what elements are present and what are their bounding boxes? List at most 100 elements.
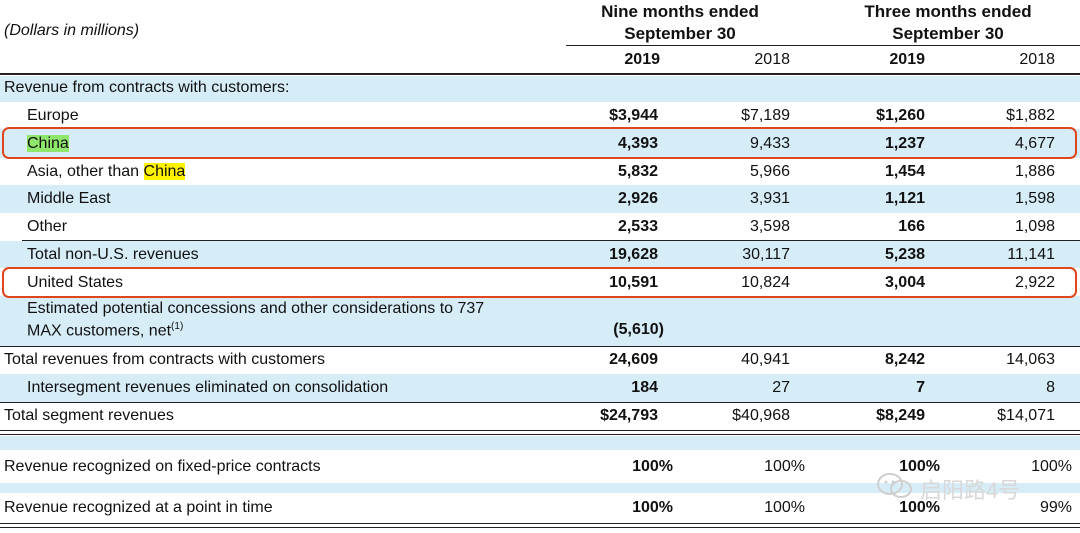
three-months-header: Three months ended September 30 — [828, 1, 1068, 45]
nine-months-header: Nine months ended September 30 — [560, 1, 800, 45]
cell-nine-2018: 10,824 — [741, 274, 790, 291]
row-label: Total non-U.S. revenues — [27, 246, 199, 263]
year-header-2019-nine: 2019 — [624, 51, 660, 68]
table-row-china: China 4,393 9,433 1,237 4,677 — [0, 129, 1080, 158]
united-states-row-highlight-box — [2, 267, 1077, 298]
cell-three-2019: $1,260 — [876, 107, 925, 124]
table-row-point-in-time: Revenue recognized at a point in time 10… — [0, 493, 1080, 523]
cell-nine-2018: $7,189 — [741, 107, 790, 124]
cell-nine-2019: 2,926 — [617, 190, 658, 207]
watermark-text: 启阳路4号 — [920, 478, 1021, 503]
row-label-line2-text: MAX customers, net — [27, 322, 172, 340]
cell-three-2018: $14,071 — [997, 407, 1055, 424]
table-row-middle-east: Middle East 2,926 3,931 1,121 1,598 — [0, 185, 1080, 213]
double-rule-top — [0, 430, 1080, 431]
china-row-highlight-box — [2, 127, 1077, 159]
units-label: (Dollars in millions) — [4, 22, 140, 39]
table-row-concessions: Estimated potential concessions and othe… — [0, 296, 1080, 346]
cell-nine-2019: $3,944 — [609, 107, 658, 124]
header-rule — [0, 73, 1080, 75]
table-row-total-non-us: Total non-U.S. revenues 19,628 30,117 5,… — [0, 241, 1080, 268]
double-rule-bottom — [0, 434, 1080, 435]
cell-nine-2019: 4,393 — [617, 135, 658, 152]
cell-three-2019: 7 — [916, 379, 925, 396]
footnote-marker: (1) — [171, 321, 184, 332]
row-label: Other — [27, 218, 68, 235]
row-label: Middle East — [27, 190, 111, 207]
cell-three-2018: 2,922 — [1014, 274, 1055, 291]
cell-nine-2018: 30,117 — [742, 246, 790, 263]
cell-three-2018: 8 — [1046, 379, 1055, 396]
cell-nine-2019: 24,609 — [609, 351, 658, 368]
segment-rule — [0, 402, 1080, 403]
table-row-intersegment: Intersegment revenues eliminated on cons… — [0, 374, 1080, 402]
table-row-total-revenues: Total revenues from contracts with custo… — [0, 347, 1080, 374]
cell-three-2018: 4,677 — [1014, 135, 1055, 152]
row-label-line1: Estimated potential concessions and othe… — [27, 300, 485, 317]
cell-three-2018: 14,063 — [1006, 351, 1055, 368]
china-highlight: China — [27, 135, 69, 152]
cell-three-2019: 100% — [899, 458, 940, 475]
three-months-header-line1: Three months ended — [864, 2, 1032, 21]
cell-nine-2019: 2,533 — [617, 218, 658, 235]
cell-three-2018: 100% — [1031, 458, 1072, 475]
year-header-2018-three: 2018 — [1019, 51, 1055, 68]
year-header-2018-nine: 2018 — [754, 51, 790, 68]
table-row-fixed-price: Revenue recognized on fixed-price contra… — [0, 450, 1080, 483]
china-highlight: China — [143, 163, 186, 180]
total-rule — [0, 346, 1080, 347]
cell-nine-2018: 3,931 — [749, 190, 790, 207]
cell-nine-2019: 19,628 — [609, 246, 658, 263]
section-title-row: Revenue from contracts with customers: — [0, 76, 1080, 102]
cell-nine-2019: 100% — [632, 458, 673, 475]
row-label: Total revenues from contracts with custo… — [4, 351, 326, 368]
cell-three-2019: 1,237 — [884, 135, 925, 152]
row-label: Total segment revenues — [4, 407, 174, 424]
cell-nine-2019: (5,610) — [613, 321, 664, 338]
row-label: Intersegment revenues eliminated on cons… — [27, 379, 389, 396]
row-label: China — [27, 135, 69, 153]
cell-three-2019: 3,004 — [884, 274, 925, 291]
watermark: 启阳路4号 — [876, 472, 1020, 506]
cell-nine-2018: 27 — [772, 379, 790, 396]
cell-three-2019: 1,454 — [884, 163, 925, 180]
cell-three-2019: 1,121 — [884, 190, 925, 207]
row-label: Asia, other than China — [27, 163, 186, 181]
cell-three-2018: 1,886 — [1014, 163, 1055, 180]
cell-nine-2018: 5,966 — [749, 163, 790, 180]
cell-nine-2019: $24,793 — [600, 407, 658, 424]
spacer-row — [0, 436, 1080, 450]
section-title: Revenue from contracts with customers: — [4, 79, 290, 96]
cell-three-2018: $1,882 — [1006, 107, 1055, 124]
cell-nine-2018: 3,598 — [749, 218, 790, 235]
cell-nine-2018: 100% — [764, 458, 805, 475]
cell-nine-2019: 184 — [631, 379, 658, 396]
asia-label-prefix: Asia, other than — [27, 163, 144, 180]
cell-three-2019: 5,238 — [884, 246, 925, 263]
cell-three-2018: 99% — [1039, 499, 1072, 516]
table-row-united-states: United States 10,591 10,824 3,004 2,922 — [0, 268, 1080, 296]
cell-nine-2018: 100% — [764, 499, 805, 516]
cell-nine-2018: $40,968 — [732, 407, 790, 424]
table-row-europe: Europe $3,944 $7,189 $1,260 $1,882 — [0, 102, 1080, 129]
cell-nine-2019: 5,832 — [617, 163, 658, 180]
spacer-row — [0, 483, 1080, 493]
table-row-other: Other 2,533 3,598 166 1,098 — [0, 213, 1080, 240]
cell-three-2018: 1,098 — [1014, 218, 1055, 235]
table-row-asia: Asia, other than China 5,832 5,966 1,454… — [0, 158, 1080, 185]
cell-three-2018: 1,598 — [1014, 190, 1055, 207]
cell-three-2018: 11,141 — [1007, 246, 1055, 263]
bottom-rule-bottom — [0, 527, 1080, 528]
cell-nine-2019: 100% — [632, 499, 673, 516]
row-label-line2: MAX customers, net(1) — [27, 321, 183, 340]
year-header-2019-three: 2019 — [889, 51, 925, 68]
header-divider — [566, 45, 1080, 46]
row-label: Revenue recognized on fixed-price contra… — [4, 458, 321, 475]
row-label: United States — [27, 274, 124, 291]
row-label: Revenue recognized at a point in time — [4, 499, 273, 516]
subtotal-rule — [22, 240, 1080, 241]
cell-three-2019: $8,249 — [876, 407, 925, 424]
table-row-total-segment: Total segment revenues $24,793 $40,968 $… — [0, 403, 1080, 430]
cell-three-2019: 8,242 — [884, 351, 925, 368]
bottom-rule-top — [0, 523, 1080, 524]
